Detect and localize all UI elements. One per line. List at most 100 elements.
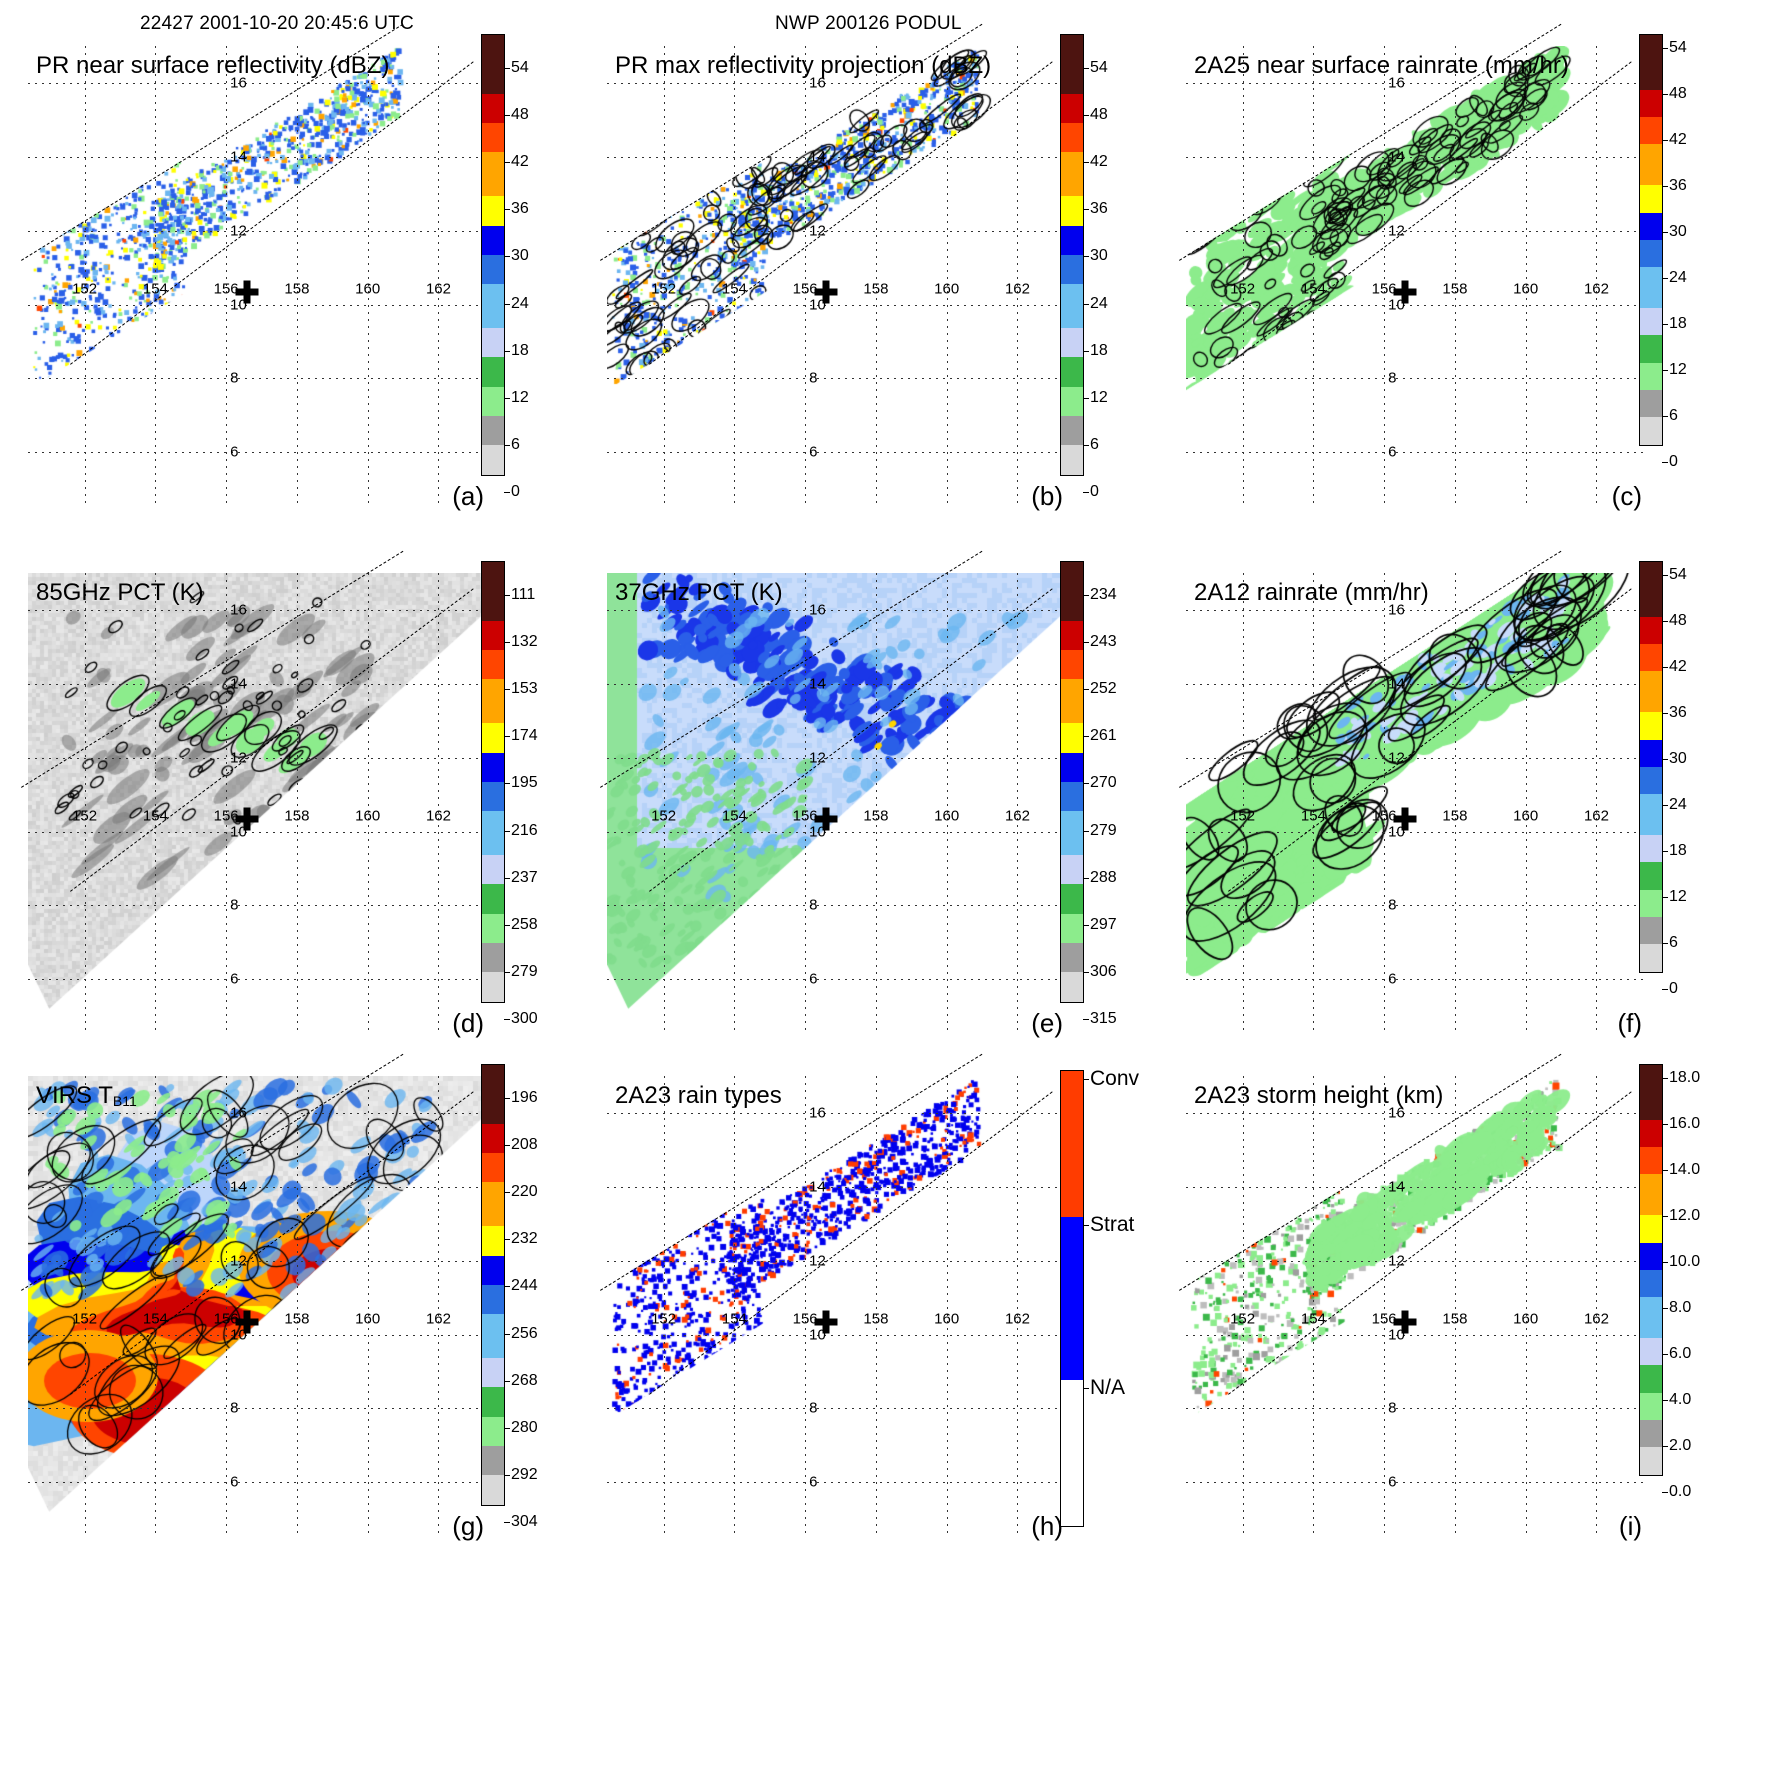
colorbar-segment	[1061, 196, 1083, 211]
plot-area-h[interactable]: 152 154 156 158 160 162 16 14 12 10 8 6	[599, 1053, 1067, 1534]
header-right-stormname: NWP 200126 PODUL	[775, 13, 962, 34]
colorbar-segment	[1061, 605, 1083, 621]
ytick-12: 12	[1388, 749, 1405, 767]
ytick-8: 8	[809, 896, 818, 914]
colorbar-tick-c-7: 12	[1662, 361, 1687, 378]
colorbar-g[interactable]	[481, 1064, 505, 1506]
xtick-152: 152	[1230, 1310, 1256, 1328]
colorbar-segment	[1640, 616, 1662, 631]
colorbar-tick-b-6: 18	[1083, 341, 1108, 359]
colorbar-tick-i-7: 4.0	[1661, 1391, 1692, 1408]
colorbar-segment	[482, 943, 504, 958]
gridline-lon-160	[1525, 46, 1527, 504]
colorbar-segment	[1061, 649, 1083, 665]
xtick-154: 154	[142, 280, 168, 298]
gridline-lat-10	[28, 304, 488, 306]
ytick-10: 10	[809, 823, 826, 841]
colorbar-segment	[1061, 430, 1083, 446]
colorbar-segment	[482, 1240, 504, 1256]
gridline-lat-12	[1186, 757, 1646, 759]
plot-area-f[interactable]: 152 154 156 158 160 162 16 14 12 10 8 6	[1178, 550, 1646, 1031]
colorbar-i[interactable]	[1639, 1064, 1663, 1476]
colorbar-f[interactable]	[1639, 561, 1663, 973]
colorbar-segment	[1061, 284, 1083, 299]
plot-area-d[interactable]: 152 154 156 158 160 162 16 14 12 10 8 6	[20, 550, 488, 1031]
field-canvas-f	[1186, 573, 1646, 1031]
panel-g: 152 154 156 158 160 162 16 14 12 10 8 6 VIRS TB11 (g)	[14, 1048, 514, 1558]
colorbar-tick-g-8: 292	[504, 1465, 538, 1483]
colorbar-tick-c-8: 6	[1662, 407, 1678, 424]
colorbar-e[interactable]	[1060, 561, 1084, 1003]
colorbar-segment	[1640, 185, 1662, 199]
gridline-lat-10	[1186, 1334, 1646, 1336]
gridline-lon-154	[734, 573, 736, 1031]
xtick-162: 162	[1004, 280, 1030, 298]
colorbar-segment	[1640, 794, 1662, 808]
colorbar-segment	[482, 445, 504, 461]
colorbar-tick-b-3: 36	[1083, 200, 1108, 218]
plot-area-i[interactable]: 152 154 156 158 160 162 16 14 12 10 8 6	[1178, 1053, 1646, 1534]
colorbar-segment	[1640, 103, 1662, 117]
colorbar-tick-g-6: 268	[504, 1371, 538, 1389]
colorbar-segment	[1640, 1297, 1662, 1311]
gridline-lon-162	[438, 46, 440, 504]
gridline-lat-10	[28, 1334, 488, 1336]
colorbar-segment	[1640, 1065, 1662, 1079]
colorbar-tick-b-2: 42	[1083, 153, 1108, 171]
colorbar-segment	[482, 737, 504, 753]
colorbar-segment	[1061, 93, 1083, 109]
plot-area-c[interactable]: 152 154 156 158 160 162 16 14 12 10 8 6	[1178, 23, 1646, 504]
colorbar-segment	[482, 620, 504, 636]
xtick-162: 162	[1583, 280, 1609, 298]
gridline-lat-6	[1186, 979, 1646, 981]
xtick-162: 162	[1004, 807, 1030, 825]
colorbar-tick-e-0: 234	[1083, 586, 1117, 603]
ytick-6: 6	[1388, 443, 1397, 461]
gridline-lat-8	[607, 1408, 1067, 1410]
colorbar-tick-c-2: 42	[1662, 131, 1687, 148]
colorbar-segment	[1640, 1433, 1662, 1448]
colorbar-segment	[1061, 298, 1083, 314]
gridline-lat-8	[607, 378, 1067, 380]
colorbar-segment	[1061, 445, 1083, 461]
storm-center-cross-icon	[1393, 807, 1417, 831]
ytick-8: 8	[230, 369, 239, 387]
colorbar-segment	[482, 1475, 504, 1491]
colorbar-a[interactable]	[481, 34, 505, 476]
colorbar-segment	[1640, 753, 1662, 767]
colorbar-segment	[1061, 35, 1083, 50]
gridline-lat-6	[28, 452, 488, 454]
colorbar-segment	[482, 357, 504, 373]
colorbar-segment	[1640, 917, 1662, 931]
colorbar-c[interactable]	[1639, 34, 1663, 446]
colorbar-tick-e-7: 297	[1083, 915, 1117, 933]
colorbar-segment	[482, 1284, 504, 1300]
colorbar-tick-e-4: 270	[1083, 774, 1117, 792]
plot-area-b[interactable]: 152 154 156 158 160 162 16 14 12 10 8 6	[599, 23, 1067, 504]
gridline-lon-152	[663, 46, 665, 504]
plot-area-e[interactable]: 152 154 156 158 160 162 16 14 12 10 8 6	[599, 550, 1067, 1031]
panel-c: 152 154 156 158 160 162 16 14 12 10 8 6 2A25 near su…	[1172, 18, 1672, 528]
colorbar-segment	[482, 225, 504, 241]
panel-e: 152 154 156 158 160 162 16 14 12 10 8 6 37GHz PCT (K…	[593, 545, 1093, 1055]
plot-area-a[interactable]: 152 154 156 158 160 162 16 14 12 10 8 6	[20, 23, 488, 504]
colorbar-segment	[1640, 349, 1662, 363]
gridline-lon-162	[1596, 1076, 1598, 1534]
panel-label-i: (i)	[1618, 1511, 1642, 1541]
colorbar-segment	[1640, 1310, 1662, 1325]
field-canvas-a	[28, 46, 488, 504]
colorbar-segment	[482, 635, 504, 650]
gridline-lat-8	[1186, 378, 1646, 380]
gridline-lon-160	[946, 573, 948, 1031]
gridline-lat-16	[1186, 609, 1646, 611]
colorbar-segment	[1061, 108, 1083, 123]
colorbar-segment	[1640, 1392, 1662, 1407]
gridline-lat-6	[28, 979, 488, 981]
plot-area-g[interactable]: 152 154 156 158 160 162 16 14 12 10 8 6	[20, 1053, 488, 1534]
colorbar-segment	[1640, 376, 1662, 391]
colorbar-segment	[1640, 712, 1662, 726]
legend-h[interactable]	[1060, 1070, 1084, 1527]
ytick-6: 6	[230, 970, 239, 988]
colorbar-b[interactable]	[1060, 34, 1084, 476]
colorbar-d[interactable]	[481, 561, 505, 1003]
